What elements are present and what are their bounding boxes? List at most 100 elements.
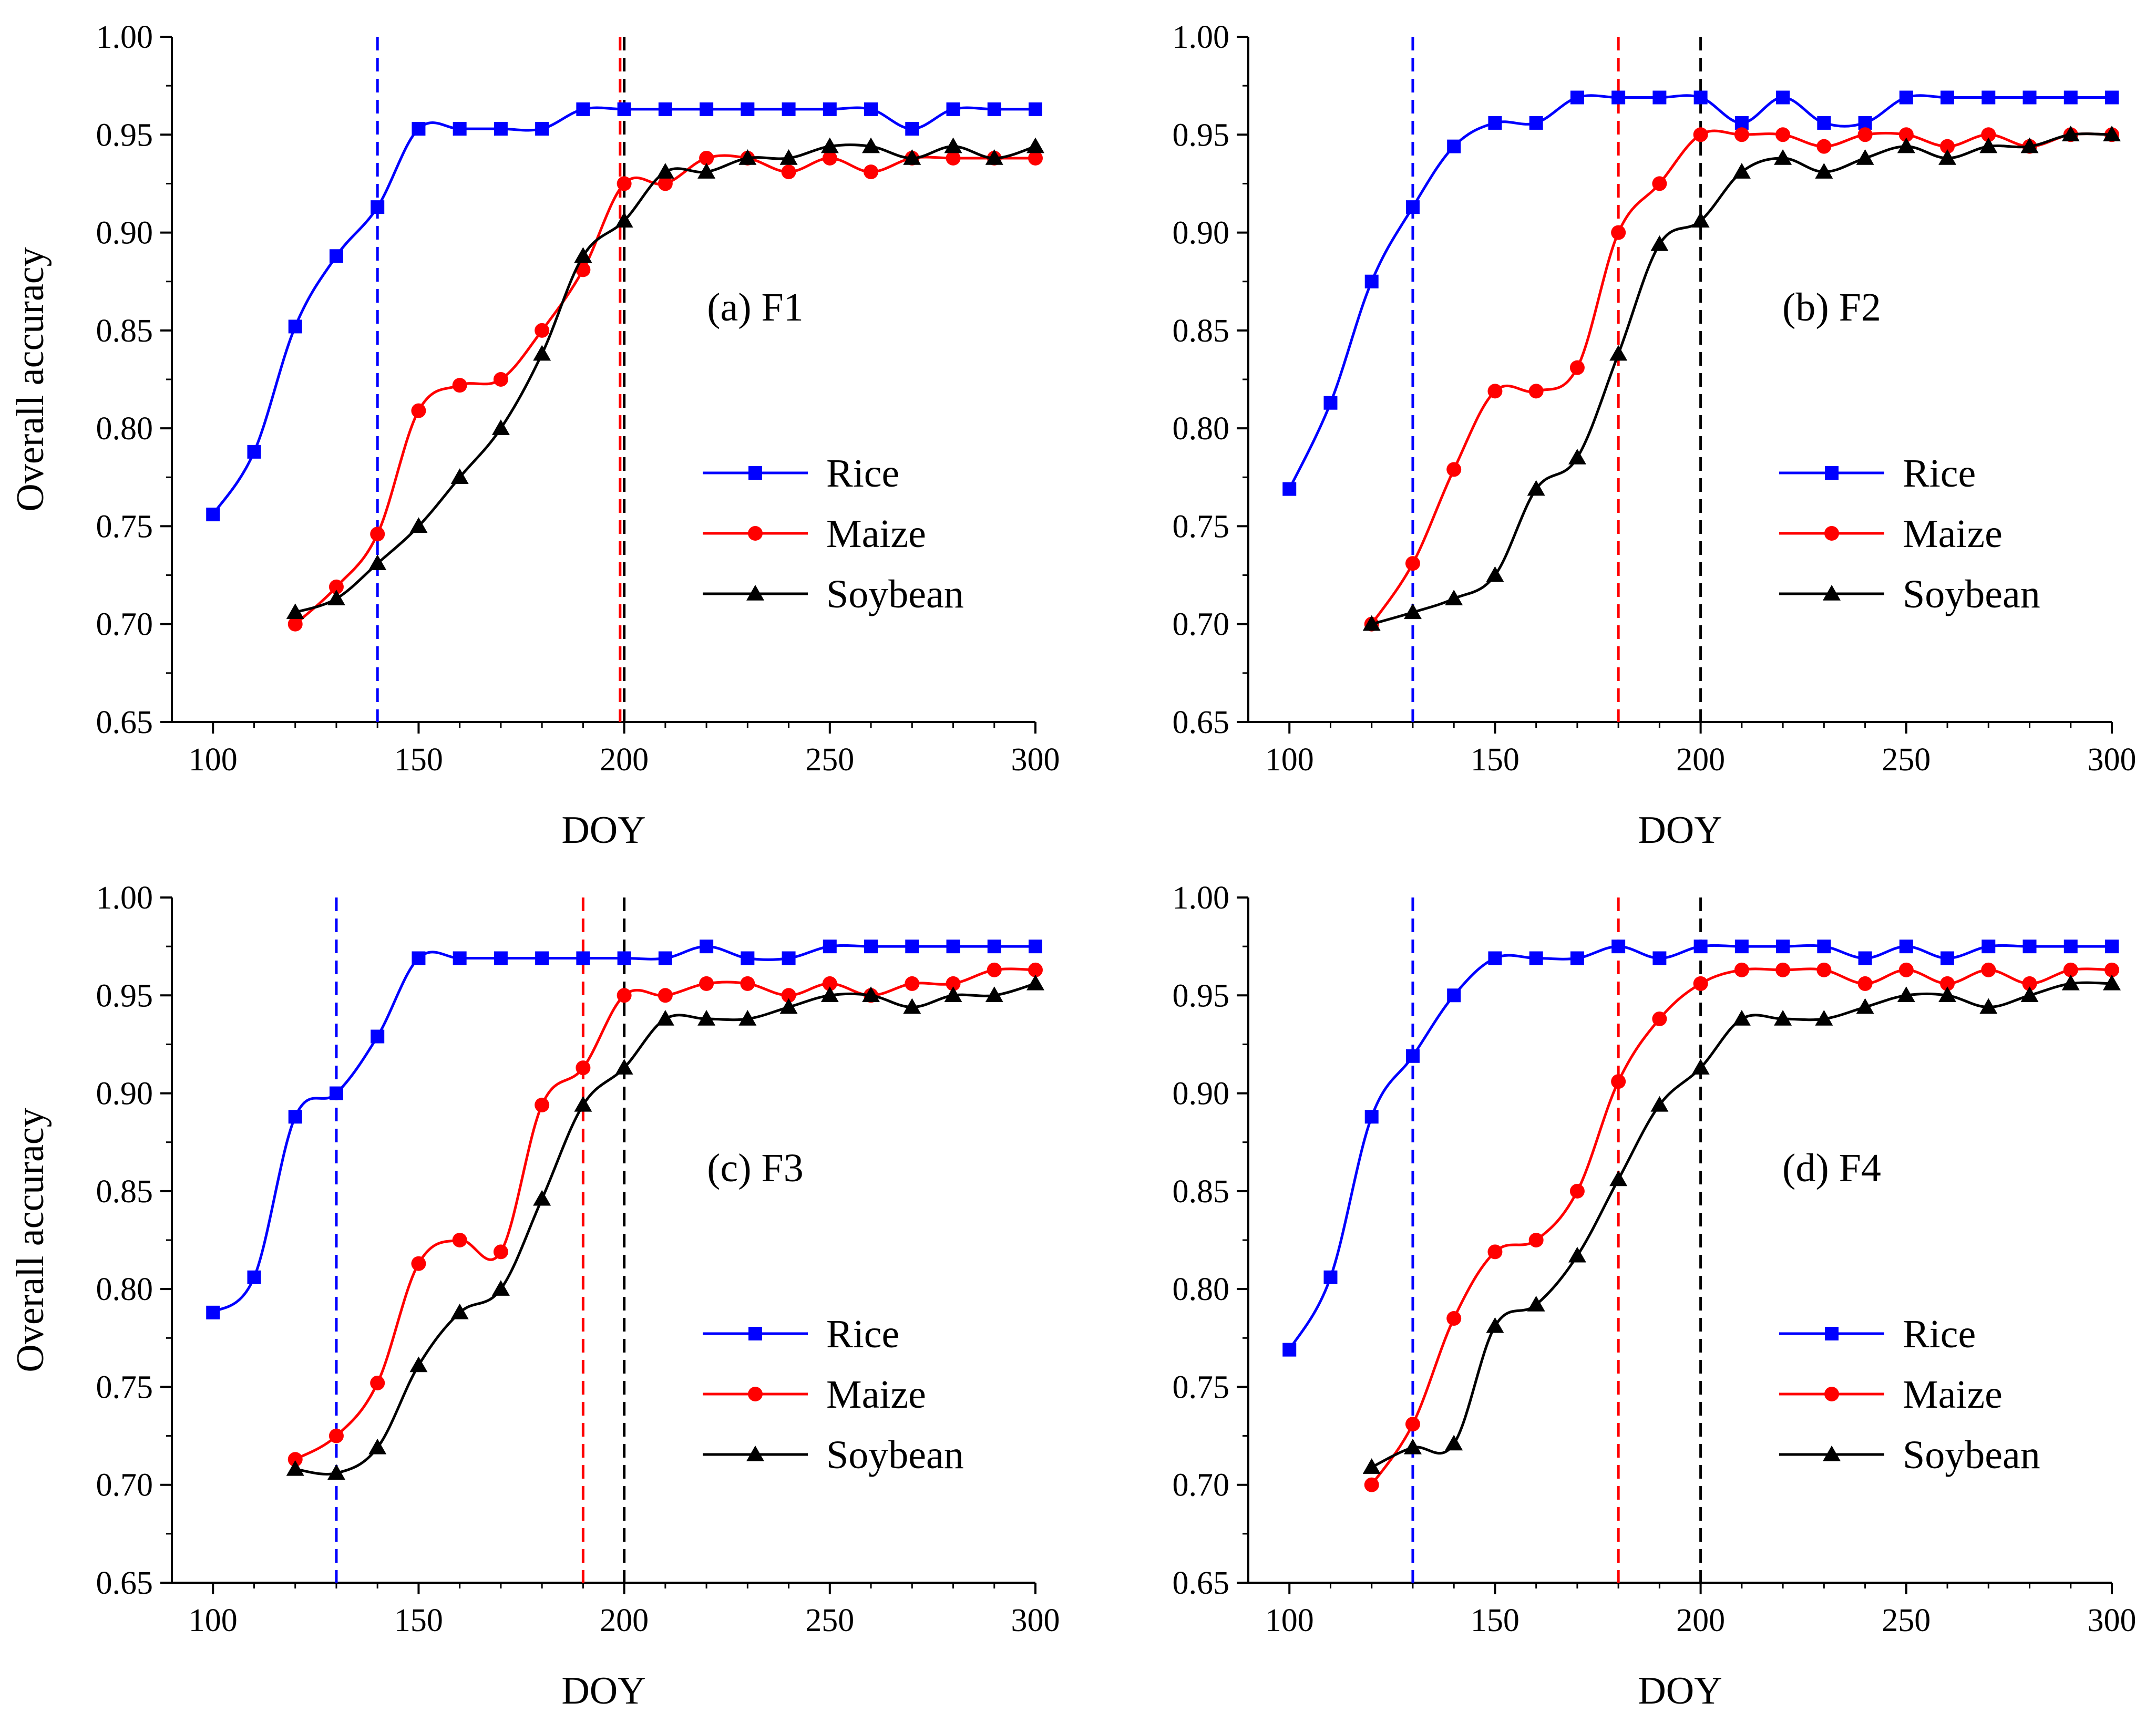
soybean-data-point <box>533 345 551 361</box>
y-tick-label: 0.95 <box>96 117 153 153</box>
rice-data-point <box>617 951 631 965</box>
soybean-data-point <box>1732 1009 1751 1026</box>
rice-data-point <box>1941 90 1955 105</box>
soybean-data-point <box>450 468 469 484</box>
x-tick-label: 300 <box>2088 742 2137 778</box>
legend-marker-maize <box>748 526 763 541</box>
y-tick-label: 0.75 <box>96 509 153 544</box>
maize-data-point <box>1857 127 1873 142</box>
x-tick-label: 200 <box>1676 1603 1725 1638</box>
maize-data-point <box>328 579 344 594</box>
rice-data-point <box>1447 988 1461 1003</box>
rice-data-point <box>658 102 672 116</box>
maize-data-point <box>411 1256 426 1271</box>
soybean-data-point <box>985 149 1003 165</box>
maize-data-point <box>822 150 837 166</box>
rice-series-line <box>1288 94 2112 490</box>
rice-data-point <box>1817 940 1831 954</box>
y-tick-label: 0.75 <box>1173 1369 1230 1405</box>
maize-data-point <box>370 1375 385 1390</box>
chart-panel-3: 100 150 200 250 300 0.65 0.70 0.75 0.80 0.85 0.90 0… <box>9 880 1060 1712</box>
soybean-data-point <box>1815 163 1833 179</box>
legend-marker-rice <box>1825 1327 1839 1340</box>
soybean-data-point <box>1568 449 1586 465</box>
soybean-data-point <box>327 1464 345 1480</box>
rice-data-point <box>329 1086 343 1100</box>
rice-data-point <box>535 951 549 965</box>
soybean-data-point <box>1362 1458 1381 1474</box>
legend-marker-soybean <box>1823 585 1841 601</box>
rice-data-point <box>741 102 755 116</box>
soybean-data-point <box>2103 126 2121 142</box>
soybean-data-point <box>1527 1295 1545 1312</box>
rice-data-point <box>576 951 590 965</box>
rice-data-point <box>1529 116 1543 130</box>
maize-data-point <box>535 1097 550 1112</box>
soybean-data-point <box>450 1303 469 1319</box>
soybean-data-point <box>368 1438 387 1454</box>
legend-marker-soybean <box>746 585 764 601</box>
y-tick-label: 0.80 <box>96 411 153 447</box>
soybean-data-point <box>738 149 757 165</box>
rice-data-point <box>247 1270 261 1284</box>
rice-data-point <box>288 319 302 334</box>
x-tick-label: 200 <box>600 742 649 778</box>
soybean-data-point <box>820 986 839 1003</box>
maize-data-point <box>1487 384 1503 399</box>
y-axis-label: Overall accuracy <box>9 247 52 511</box>
soybean-data-point <box>779 998 798 1014</box>
soybean-data-point <box>1732 163 1751 179</box>
maize-data-point <box>1569 1183 1585 1199</box>
y-tick-label: 0.85 <box>1173 1174 1230 1210</box>
x-axis-label: DOY <box>561 809 645 852</box>
soybean-data-point <box>368 554 387 570</box>
soybean-data-point <box>656 1009 674 1026</box>
legend-label-rice: Rice <box>1903 451 1976 496</box>
panel-title: (d) F4 <box>1782 1146 1881 1190</box>
rice-data-point <box>412 122 426 136</box>
rice-data-point <box>2022 940 2037 954</box>
maize-data-point <box>946 976 961 991</box>
maize-data-point <box>2104 962 2119 977</box>
chart-panel-4: 100 150 200 250 300 0.65 0.70 0.75 0.80 0.85 0.90 0… <box>1173 880 2137 1712</box>
soybean-data-point <box>1486 1317 1504 1333</box>
rice-data-point <box>1776 90 1790 105</box>
soybean-data-point <box>1691 212 1710 228</box>
rice-data-point <box>1858 951 1872 965</box>
soybean-data-point <box>409 1356 428 1373</box>
maize-data-point <box>493 372 508 387</box>
rice-data-point <box>782 951 796 965</box>
maize-data-point <box>740 976 755 991</box>
soybean-data-point <box>491 419 510 435</box>
maize-data-point <box>864 164 879 180</box>
rice-data-point <box>453 951 467 965</box>
rice-data-point <box>741 951 755 965</box>
legend-marker-maize <box>748 1387 763 1401</box>
x-tick-label: 150 <box>1471 742 1520 778</box>
legend-marker-rice <box>748 1327 762 1340</box>
rice-data-point <box>2105 940 2119 954</box>
maize-data-point <box>576 1060 591 1076</box>
soybean-data-point <box>697 1009 716 1026</box>
rice-data-point <box>864 102 878 116</box>
soybean-data-point <box>1026 137 1044 153</box>
soybean-data-point <box>409 517 428 533</box>
legend-marker-rice <box>748 466 762 480</box>
maize-data-point <box>288 1452 303 1467</box>
maize-data-point <box>1364 1477 1379 1492</box>
rice-data-point <box>946 940 960 954</box>
y-tick-label: 0.75 <box>96 1369 153 1405</box>
rice-data-point <box>1447 139 1461 153</box>
rice-data-point <box>1899 940 1913 954</box>
rice-data-point <box>700 940 714 954</box>
legend-label-rice: Rice <box>826 1312 899 1356</box>
maize-data-point <box>370 527 385 542</box>
soybean-data-point <box>2020 137 2039 153</box>
maize-data-point <box>1652 176 1667 191</box>
rice-data-point <box>2063 90 2078 105</box>
y-tick-label: 0.65 <box>96 705 153 740</box>
y-tick-label: 0.70 <box>1173 607 1230 643</box>
panel-title: (b) F2 <box>1782 285 1881 329</box>
y-tick-label: 0.90 <box>96 215 153 251</box>
rice-data-point <box>782 102 796 116</box>
